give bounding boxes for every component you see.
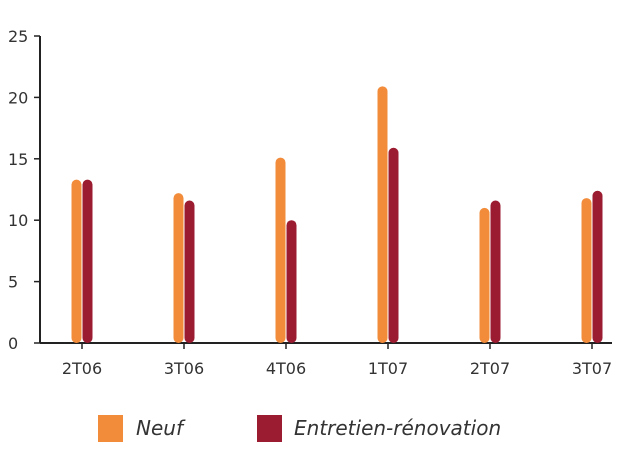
- legend: Neuf Entretien-rénovation: [98, 415, 501, 442]
- legend-swatch-entretien-renovation: [257, 415, 282, 442]
- x-tick-label: 2T06: [62, 359, 102, 378]
- bar-neuf-4t06: [275, 157, 286, 343]
- y-tick-label: 20: [8, 88, 28, 107]
- bar-neuf-2t07: [479, 207, 490, 343]
- bar-neuf-2t06: [71, 179, 82, 343]
- y-tick-label: 25: [8, 27, 28, 46]
- bar-neuf-3t07: [581, 198, 592, 343]
- x-tick-label: 3T06: [164, 359, 204, 378]
- legend-label-neuf: Neuf: [136, 416, 186, 440]
- bar-neuf-3t06: [173, 193, 184, 343]
- x-tick-label: 1T07: [368, 359, 408, 378]
- legend-swatch-neuf: [98, 415, 123, 442]
- y-axis: 0 5 10 15 20 25: [8, 27, 41, 353]
- y-tick-label: 0: [8, 334, 18, 353]
- x-tick-label: 3T07: [572, 359, 612, 378]
- legend-label-entretien-renovation: Entretien-rénovation: [294, 416, 501, 440]
- bar-entretien-renovation-1t07: [388, 147, 399, 343]
- y-tick-label: 15: [8, 150, 28, 169]
- bar-entretien-renovation-2t06: [82, 179, 93, 343]
- y-tick-label: 10: [8, 211, 28, 230]
- y-tick-label: 5: [8, 273, 18, 292]
- bar-entretien-renovation-3t06: [184, 200, 195, 343]
- bar-neuf-1t07: [377, 86, 388, 344]
- bar-entretien-renovation-3t07: [592, 190, 603, 343]
- x-tick-label: 4T06: [266, 359, 306, 378]
- bars: [71, 86, 603, 344]
- bar-entretien-renovation-4t06: [286, 220, 297, 343]
- x-axis: 2T06 3T06 4T06 1T07 2T07 3T07: [40, 342, 612, 378]
- x-tick-label: 2T07: [470, 359, 510, 378]
- bar-entretien-renovation-2t07: [490, 200, 501, 343]
